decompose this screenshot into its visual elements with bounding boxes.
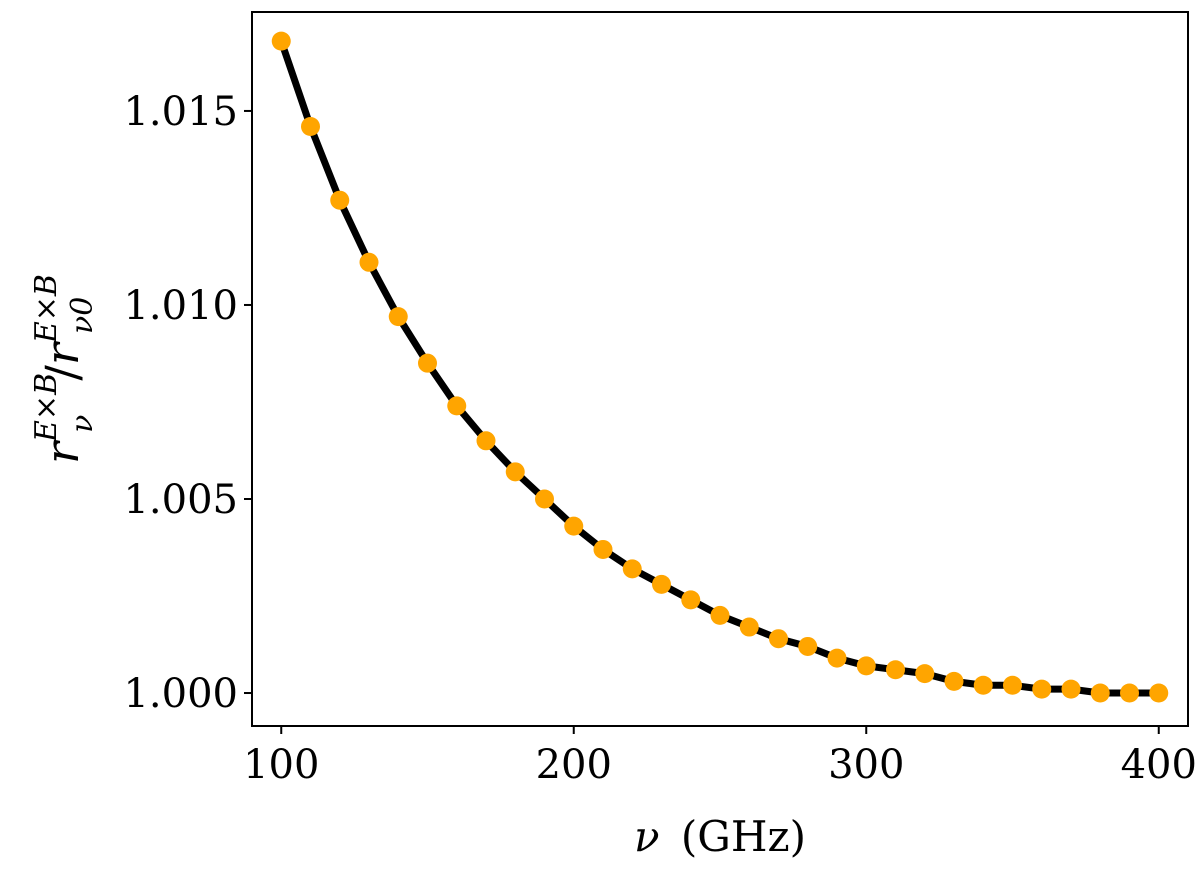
data-point	[359, 252, 379, 272]
data-point	[301, 116, 320, 136]
data-point	[418, 353, 437, 373]
data-point	[1090, 683, 1110, 703]
svg-text:rE×Bν/rE×Bν0: rE×Bν/rE×Bν0	[29, 274, 100, 464]
data-point	[652, 574, 671, 594]
data-point	[798, 636, 818, 656]
y-label-sup1: E×B	[29, 373, 64, 443]
y-axis-ticks: 1.000 1.005 1.010 1.015	[123, 89, 252, 717]
data-point	[564, 516, 584, 536]
x-tick-label: 100	[243, 742, 319, 788]
data-point	[1032, 679, 1052, 699]
y-label-r1: r	[35, 439, 89, 464]
x-axis-symbol: ν	[634, 812, 660, 861]
x-axis-unit: (GHz)	[681, 812, 806, 861]
y-tick-label: 1.015	[123, 89, 238, 135]
data-point	[1120, 683, 1139, 703]
plot-frame	[251, 11, 1189, 727]
data-point	[739, 617, 759, 637]
data-point	[915, 664, 935, 684]
y-label-sub2: ν0	[65, 297, 100, 334]
x-axis-ticks: 100 200 300 400	[243, 726, 1197, 788]
data-point	[330, 190, 350, 210]
data-point	[681, 590, 701, 610]
x-axis-label: ν (GHz)	[634, 812, 806, 861]
data-point	[622, 559, 642, 579]
y-label-sub1: ν	[65, 415, 100, 433]
x-tick-label: 200	[536, 742, 612, 788]
y-tick-label: 1.010	[123, 283, 238, 329]
data-point	[447, 396, 467, 416]
data-point	[973, 675, 993, 695]
data-point	[944, 671, 964, 691]
data-point	[827, 648, 847, 668]
x-tick-label: 400	[1121, 742, 1197, 788]
y-tick-label: 1.000	[123, 671, 238, 717]
data-point	[1149, 683, 1169, 703]
data-point	[271, 31, 291, 51]
data-point	[856, 656, 876, 676]
data-point	[1061, 679, 1081, 699]
y-label-slash: /	[35, 365, 89, 381]
data-point	[388, 307, 408, 327]
data-point	[886, 660, 905, 680]
y-label-sup2: E×B	[29, 274, 64, 344]
x-tick-label: 300	[828, 742, 904, 788]
data-point	[593, 539, 613, 559]
data-point	[710, 605, 730, 625]
data-point	[769, 629, 788, 649]
data-point	[505, 462, 525, 482]
data-point	[1003, 675, 1022, 695]
data-point	[535, 489, 554, 509]
data-point	[476, 431, 496, 451]
y-tick-label: 1.005	[123, 477, 238, 523]
y-axis-label: rE×Bν/rE×Bν0	[29, 274, 100, 464]
data-layer	[271, 31, 1169, 703]
y-label-r2: r	[35, 340, 89, 365]
